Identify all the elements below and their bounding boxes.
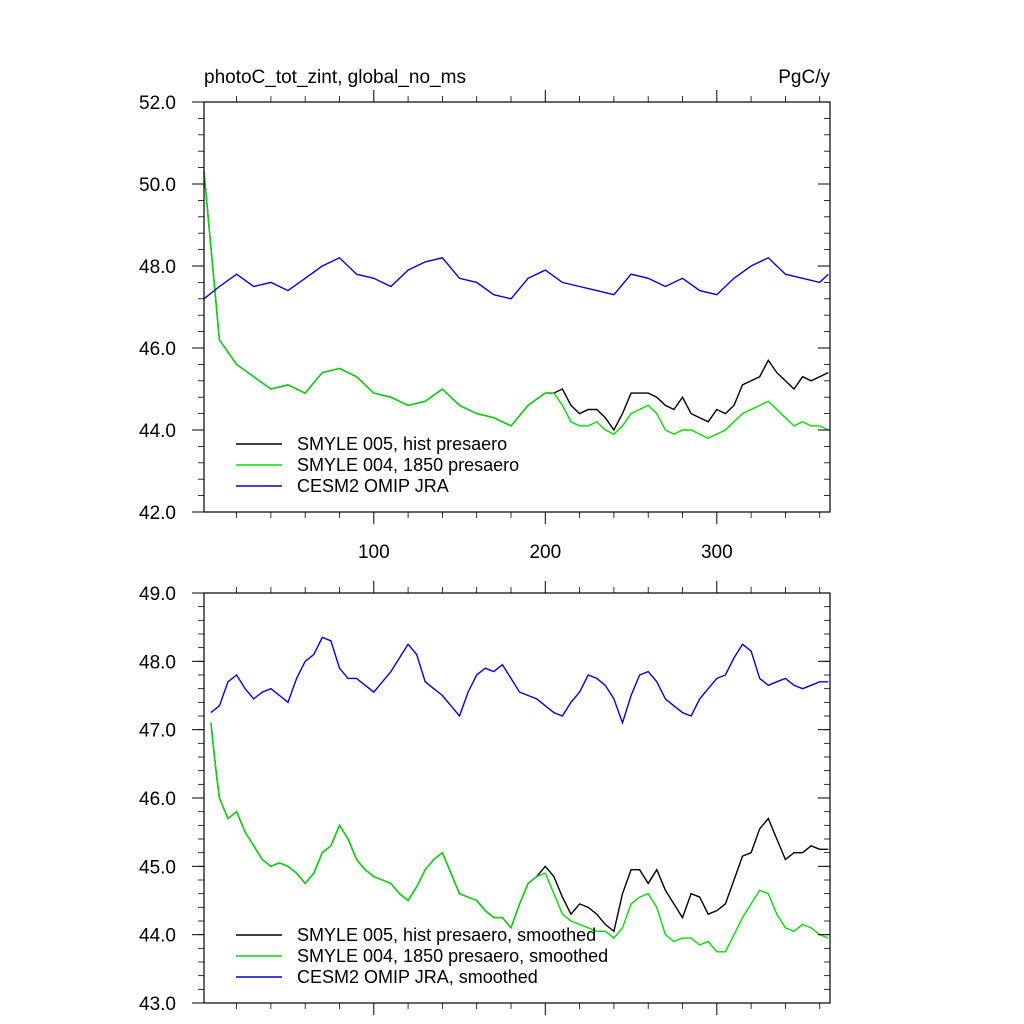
y-tick-label: 47.0 xyxy=(139,721,176,742)
y-tick-label: 43.0 xyxy=(139,994,176,1015)
legend-label: SMYLE 005, hist presaero xyxy=(297,434,507,454)
plot-frame xyxy=(203,101,831,513)
y-tick-label: 45.0 xyxy=(139,857,176,878)
panel-bottom: 43.0 44.0 45.0 46.0 47.0 48.0 49.0 SMYLE 005, … xyxy=(139,581,831,1015)
legend-label: SMYLE 005, hist presaero, smoothed xyxy=(297,925,596,945)
ticks-layer: 42.0 44.0 46.0 48.0 50.0 52.0 100 200 300 xyxy=(139,90,830,563)
x-tick-label: 300 xyxy=(701,542,733,563)
series-layer xyxy=(203,171,829,439)
ticks-layer: 43.0 44.0 45.0 46.0 47.0 48.0 49.0 xyxy=(139,581,830,1015)
y-tick-label: 42.0 xyxy=(139,503,176,524)
plot-frame xyxy=(203,592,831,1004)
x-tick-label: 100 xyxy=(358,542,390,563)
legend-label: CESM2 OMIP JRA, smoothed xyxy=(297,967,538,987)
y-tick-label: 44.0 xyxy=(139,421,176,442)
y-tick-label: 46.0 xyxy=(139,789,176,810)
y-tick-label: 48.0 xyxy=(139,652,176,673)
y-tick-label: 48.0 xyxy=(139,257,176,278)
y-tick-label: 44.0 xyxy=(139,926,176,947)
y-tick-label: 52.0 xyxy=(139,93,176,114)
series-line-0 xyxy=(203,171,829,432)
legend-label: SMYLE 004, 1850 presaero xyxy=(297,455,519,475)
y-tick-label: 49.0 xyxy=(139,584,176,605)
legend-label: SMYLE 004, 1850 presaero, smoothed xyxy=(297,946,608,966)
chart-title: photoC_tot_zint, global_no_ms xyxy=(204,67,466,88)
units-label: PgC/y xyxy=(778,67,830,88)
series-line-2 xyxy=(203,256,829,300)
legend: SMYLE 005, hist presaero, smoothedSMYLE … xyxy=(236,925,608,987)
series-line-1 xyxy=(210,722,829,953)
y-tick-label: 46.0 xyxy=(139,339,176,360)
x-tick-label: 200 xyxy=(529,542,561,563)
legend-label: CESM2 OMIP JRA xyxy=(297,476,449,496)
series-layer xyxy=(210,636,829,953)
series-line-0 xyxy=(210,722,829,933)
series-line-1 xyxy=(203,171,829,439)
series-line-2 xyxy=(210,636,829,725)
panel-top: photoC_tot_zint, global_no_ms PgC/y 42.0… xyxy=(139,67,831,563)
y-tick-label: 50.0 xyxy=(139,175,176,196)
